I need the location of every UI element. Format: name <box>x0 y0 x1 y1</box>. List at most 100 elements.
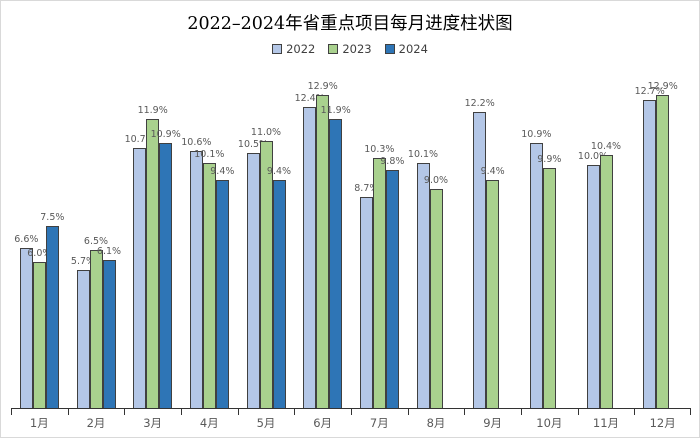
x-tick-label-3月: 3月 <box>143 416 163 430</box>
legend-swatch-icon <box>272 44 283 54</box>
legend-item-2023: 2023 <box>328 42 372 56</box>
bar-2023-6月 <box>316 95 330 408</box>
bar-2022-7月 <box>359 197 373 408</box>
x-axis-tick <box>464 409 465 415</box>
bar-2023-11月 <box>599 155 613 408</box>
bar-value-label: 10.6% <box>181 136 212 148</box>
bar-value-label: 9.8% <box>380 155 405 167</box>
bar-2022-1月 <box>19 248 33 408</box>
x-axis-tick <box>408 409 409 415</box>
bar-value-label: 9.0% <box>423 174 449 186</box>
x-axis-tick <box>578 409 579 415</box>
bar-2022-8月 <box>416 163 430 408</box>
legend-item-2024: 2024 <box>384 42 428 56</box>
bar-2024-5月 <box>272 180 286 408</box>
bar-value-label: 10.3% <box>364 143 395 155</box>
bar-2022-4月 <box>189 151 203 408</box>
x-tick-label-9月: 9月 <box>483 416 503 430</box>
bar-2023-5月 <box>259 141 273 408</box>
legend-label: 2023 <box>342 42 372 56</box>
bar-2023-7月 <box>372 158 386 408</box>
x-tick-label-6月: 6月 <box>313 416 333 430</box>
x-axis-tick <box>124 409 125 415</box>
bar-2022-11月 <box>586 165 600 408</box>
bar-2023-12月 <box>656 95 670 408</box>
bar-value-label: 10.4% <box>590 140 622 152</box>
x-tick-label-4月: 4月 <box>199 416 219 430</box>
x-axis-tick <box>521 409 522 415</box>
bar-value-label: 10.9% <box>150 128 181 140</box>
bar-2022-5月 <box>246 153 260 408</box>
bar-value-label: 8.7% <box>354 182 379 194</box>
bar-2022-12月 <box>643 100 657 408</box>
bar-value-label: 11.9% <box>320 104 351 116</box>
plot-area: 1月 2月 3月 4月 5月 6月 7月 8月 9月 10月 11月 12月 6.6% 5.7% 10.7%… <box>11 69 691 430</box>
bar-2023-1月 <box>32 262 46 408</box>
bar-value-label: 10.1% <box>194 148 225 160</box>
bar-2022-6月 <box>303 107 317 408</box>
bar-2022-2月 <box>76 270 90 408</box>
legend-swatch-icon <box>384 44 395 54</box>
bar-value-label: 12.9% <box>307 80 338 92</box>
x-axis-tick <box>181 409 182 415</box>
bar-value-label: 10.9% <box>521 128 552 140</box>
bar-value-label: 12.9% <box>647 80 678 92</box>
bar-2024-2月 <box>102 260 116 408</box>
bar-value-label: 10.0% <box>577 150 609 162</box>
x-tick-label-11月: 11月 <box>592 416 620 430</box>
bar-value-label: 12.7% <box>634 85 665 97</box>
bar-value-label: 12.2% <box>464 97 495 109</box>
bar-value-label: 7.5% <box>40 211 65 223</box>
bar-2023-9月 <box>486 180 500 408</box>
x-axis-tick <box>294 409 295 415</box>
bar-2024-1月 <box>45 226 59 408</box>
bar-2024-3月 <box>159 143 173 408</box>
bar-2024-7月 <box>385 170 399 408</box>
bar-2023-3月 <box>146 119 160 408</box>
bar-value-label: 12.4% <box>294 92 325 104</box>
legend-label: 2024 <box>398 42 428 56</box>
x-tick-label-1月: 1月 <box>29 416 49 430</box>
legend-item-2022: 2022 <box>272 42 315 56</box>
x-tick-label-2月: 2月 <box>86 416 106 430</box>
bar-2023-8月 <box>429 189 443 408</box>
x-tick-label-5月: 5月 <box>256 416 276 430</box>
chart-title: 2022–2024年省重点项目每月进度柱状图 <box>187 14 513 34</box>
bar-value-label: 11.9% <box>137 104 168 116</box>
bar-2023-10月 <box>542 168 556 408</box>
x-tick-label-10月: 10月 <box>536 416 563 430</box>
x-axis-tick <box>351 409 352 415</box>
x-axis-tick <box>634 409 635 415</box>
bar-value-label: 6.1% <box>96 245 122 257</box>
bar-2023-4月 <box>202 163 216 408</box>
x-tick-label-8月: 8月 <box>426 416 446 430</box>
bar-2023-2月 <box>89 250 103 408</box>
bar-value-label: 9.4% <box>266 165 292 177</box>
bar-value-label: 9.4% <box>480 165 505 177</box>
x-axis-tick <box>11 409 12 415</box>
x-axis-tick <box>690 409 691 415</box>
bar-value-label: 6.5% <box>83 235 109 247</box>
x-axis-tick <box>68 409 69 415</box>
bar-value-label: 5.7% <box>70 255 96 267</box>
bar-2022-9月 <box>473 112 487 408</box>
bar-value-label: 11.0% <box>250 126 282 138</box>
bar-value-label: 10.1% <box>407 148 439 160</box>
legend-swatch-icon <box>328 44 339 54</box>
x-tick-label-7月: 7月 <box>369 416 389 430</box>
legend: 2022 2023 2024 <box>1 42 699 56</box>
bar-value-label: 10.5% <box>237 138 269 150</box>
bar-value-label: 9.4% <box>210 165 235 177</box>
bar-value-label: 6.6% <box>14 233 39 245</box>
bar-2022-3月 <box>133 148 147 408</box>
bar-value-label: 6.0% <box>27 247 52 259</box>
legend-label: 2022 <box>286 42 316 56</box>
bar-value-label: 10.7% <box>124 133 155 145</box>
bar-value-label: 9.9% <box>537 153 562 165</box>
x-axis-tick <box>238 409 239 415</box>
x-tick-label-12月: 12月 <box>649 416 676 430</box>
bar-2024-4月 <box>215 180 229 408</box>
bar-2022-10月 <box>529 143 543 408</box>
bar-2024-6月 <box>329 119 343 408</box>
